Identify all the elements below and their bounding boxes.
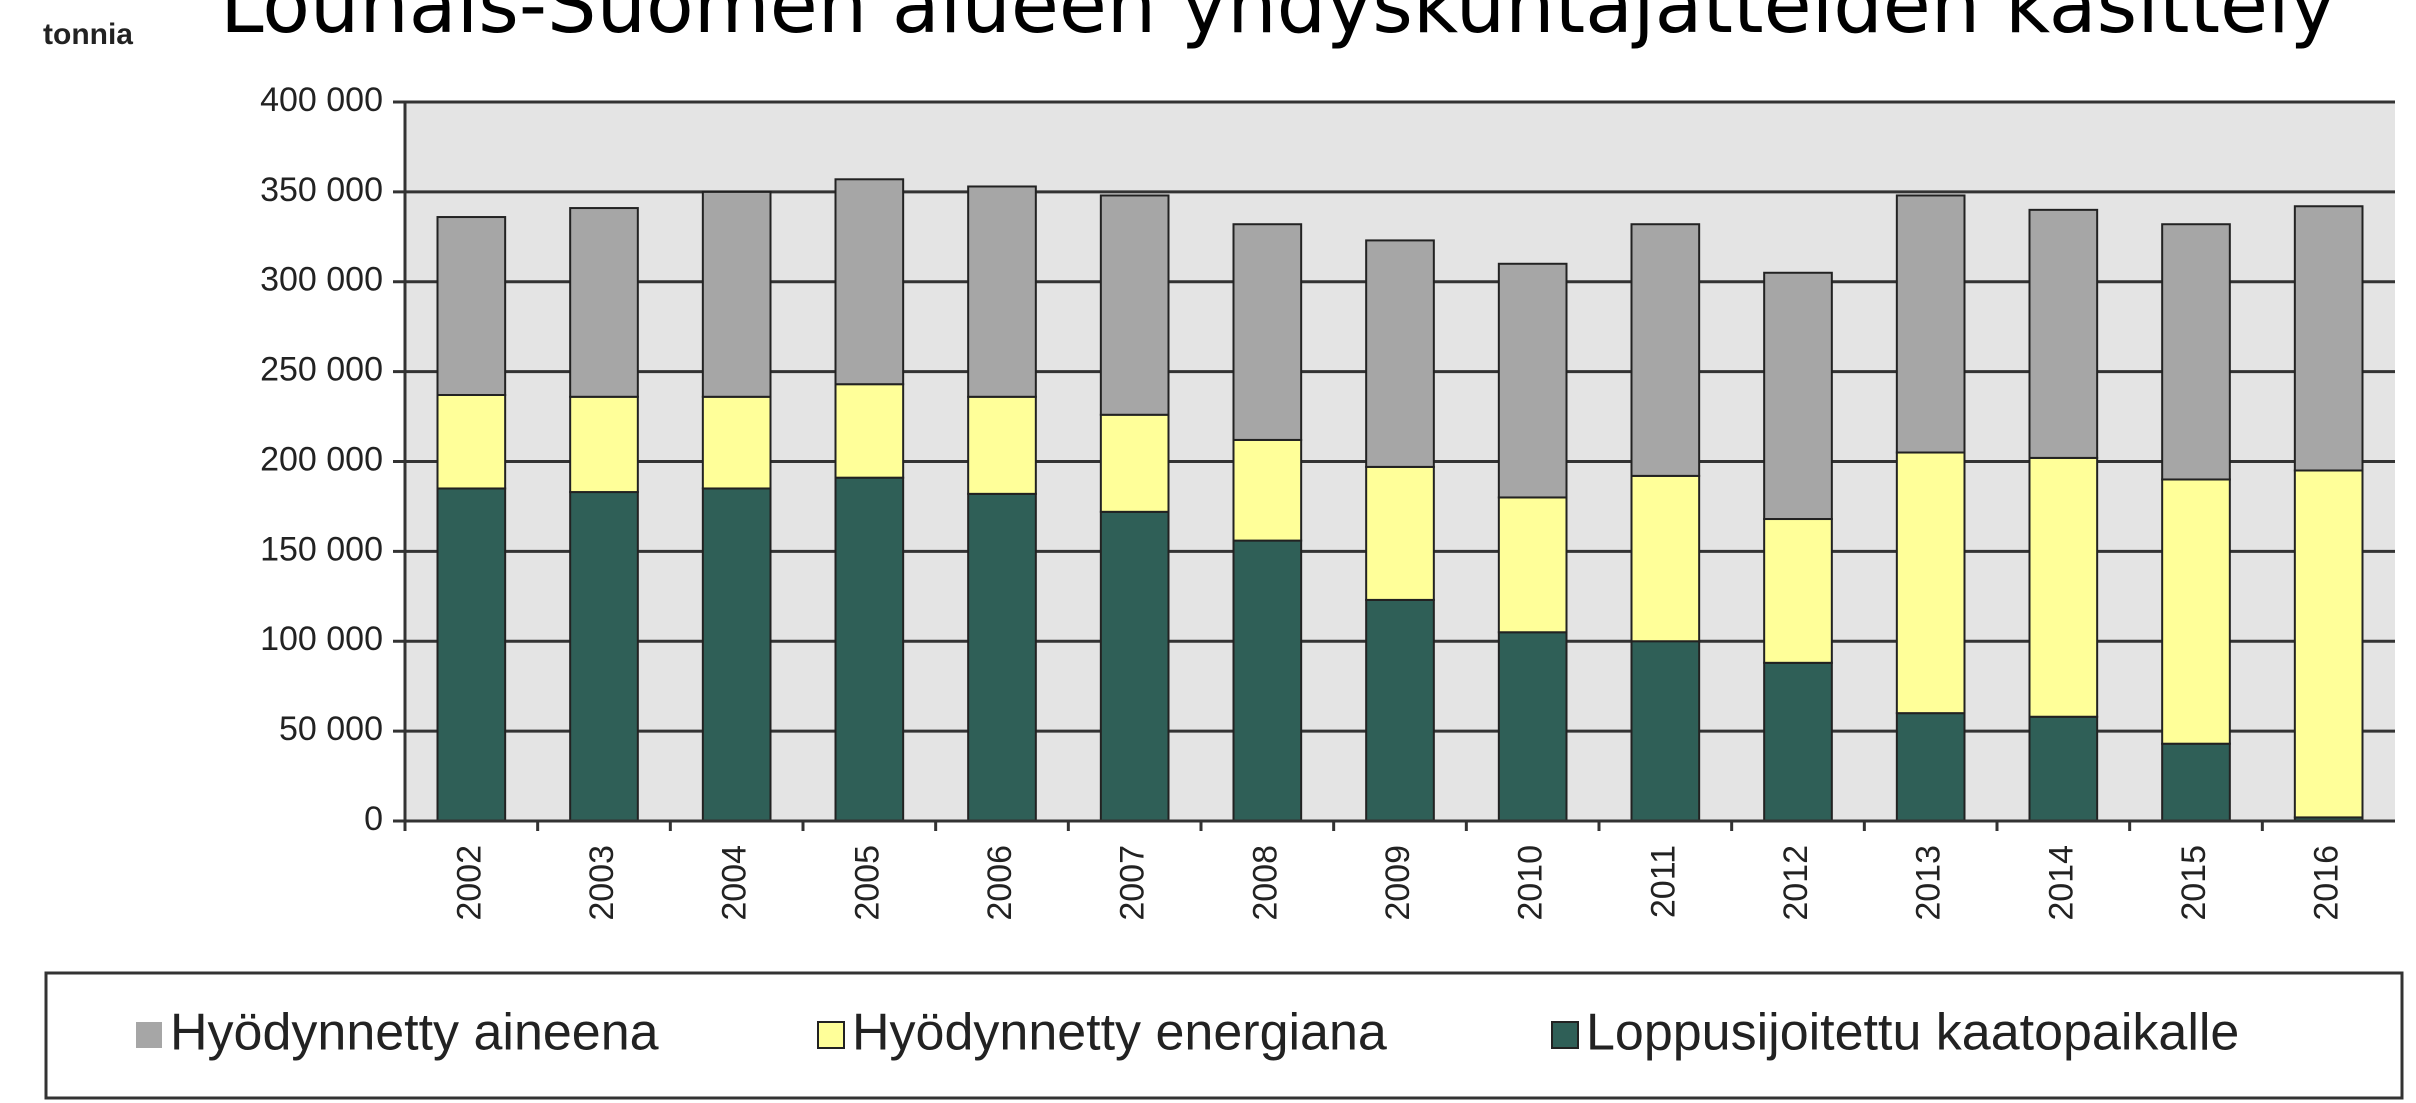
x-tick-label: 2013 xyxy=(1910,845,1948,921)
bar-segment xyxy=(1630,474,1701,643)
x-tick-label: 2014 xyxy=(2042,845,2080,921)
bar-segment xyxy=(569,207,639,398)
x-tick-label: 2006 xyxy=(981,845,1019,921)
x-tick-label: 2012 xyxy=(1777,845,1815,921)
bar-segment xyxy=(1365,465,1435,601)
bar-segment xyxy=(436,216,507,396)
bar-segment xyxy=(1763,271,1833,521)
x-tick-label: 2016 xyxy=(2308,845,2346,921)
bar-segment xyxy=(1630,640,1701,822)
y-tick-label: 300 000 xyxy=(260,261,383,299)
bar-segment xyxy=(701,395,772,490)
bar-segment xyxy=(1895,451,1966,715)
y-tick-label: 250 000 xyxy=(260,351,383,389)
bar-segment xyxy=(967,185,1037,398)
x-tick-label: 2011 xyxy=(1644,845,1682,918)
bar-segment xyxy=(1895,712,1966,823)
bar-segment xyxy=(2161,223,2231,481)
bar-segment xyxy=(436,393,507,490)
x-tick-label: 2008 xyxy=(1246,845,1284,921)
x-tick-label: 2005 xyxy=(848,845,886,921)
bar-segment xyxy=(2293,205,2364,472)
bar-segment xyxy=(1365,598,1435,822)
bar-segment xyxy=(967,395,1037,495)
legend-swatch xyxy=(1551,1021,1579,1049)
legend-label: Loppusijoitettu kaatopaikalle xyxy=(1586,1004,2239,1062)
bar-segment xyxy=(1895,194,1966,454)
y-tick-label: 200 000 xyxy=(260,440,383,478)
bar-segment xyxy=(2028,208,2099,459)
bar-segment xyxy=(1099,413,1170,513)
chart-title: Lounais-Suomen alueen yhdyskuntajätteide… xyxy=(220,0,2336,51)
x-tick-label: 2009 xyxy=(1379,845,1417,921)
bar-segment xyxy=(1763,518,1833,664)
bar-segment xyxy=(569,491,639,822)
x-tick-label: 2002 xyxy=(450,845,488,921)
bar-segment xyxy=(1497,631,1568,823)
legend-label: Hyödynnetty aineena xyxy=(170,1004,659,1062)
bar-segment xyxy=(1232,223,1303,441)
bar-segment xyxy=(701,487,772,822)
bar-segment xyxy=(834,178,905,386)
x-tick-label: 2004 xyxy=(716,845,754,921)
bar-segment xyxy=(436,487,507,822)
bar-segment xyxy=(1099,510,1170,822)
bar-segment xyxy=(967,492,1037,822)
bar-segment xyxy=(1099,194,1170,416)
bar-segment xyxy=(1497,496,1568,634)
bar-segment xyxy=(1232,438,1303,542)
y-axis-label: tonnia xyxy=(43,18,133,51)
y-tick-label: 100 000 xyxy=(260,620,383,658)
bar-segment xyxy=(1365,239,1435,468)
y-tick-label: 0 xyxy=(364,800,383,838)
y-tick-label: 150 000 xyxy=(260,530,383,568)
legend-swatch xyxy=(136,1022,162,1048)
bar-segment xyxy=(701,190,772,398)
bar-segment xyxy=(2161,478,2231,745)
x-tick-label: 2007 xyxy=(1114,845,1152,921)
y-tick-label: 50 000 xyxy=(279,710,383,748)
bar-segment xyxy=(569,395,639,494)
legend-box xyxy=(44,971,2404,1100)
x-tick-label: 2003 xyxy=(583,845,621,921)
legend-label: Hyödynnetty energiana xyxy=(852,1004,1387,1062)
y-tick-label: 400 000 xyxy=(260,81,383,119)
bar-segment xyxy=(834,476,905,822)
bar-segment xyxy=(1763,661,1833,822)
bar-segment xyxy=(2028,456,2099,718)
x-tick-label: 2015 xyxy=(2175,845,2213,921)
bar-segment xyxy=(1497,262,1568,499)
legend-swatch xyxy=(817,1021,845,1049)
bar-segment xyxy=(834,383,905,479)
bar-segment xyxy=(1630,223,1701,477)
bar-segment xyxy=(1232,539,1303,823)
y-tick-label: 350 000 xyxy=(260,171,383,209)
bar-segment xyxy=(2161,742,2231,823)
x-tick-label: 2010 xyxy=(1512,845,1550,921)
bar-segment xyxy=(2028,715,2099,822)
bar-segment xyxy=(2293,469,2364,819)
